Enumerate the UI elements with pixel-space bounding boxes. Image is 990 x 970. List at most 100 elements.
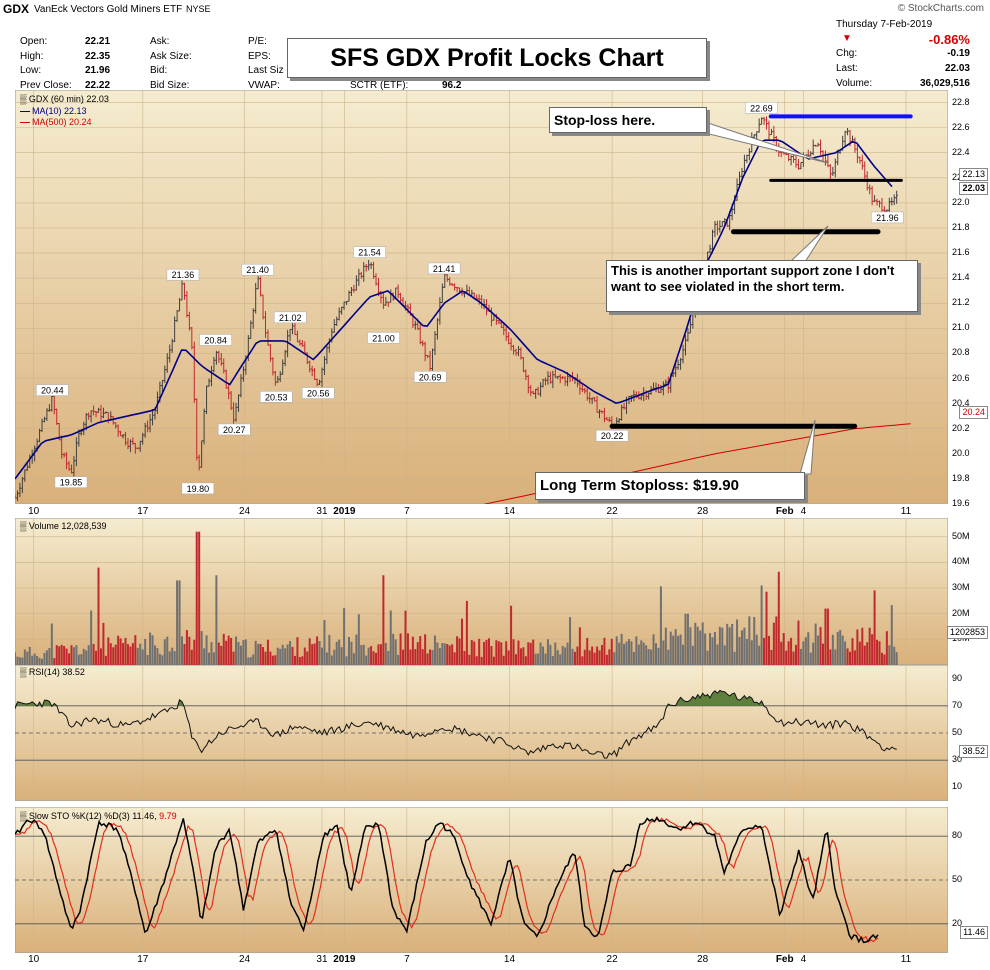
price-label-box: [199, 334, 232, 346]
price-bar: [251, 308, 255, 329]
price-bar: [345, 300, 348, 305]
price-label: 21.40: [246, 265, 269, 275]
price-bar: [18, 482, 22, 498]
volume-bar: [460, 618, 463, 665]
volume-tick: 20M: [952, 607, 970, 618]
price-bar: [212, 356, 216, 373]
sto-tick: 20: [952, 917, 963, 928]
volume-bar: [131, 643, 134, 665]
sto-tick: 50: [952, 874, 963, 884]
price-bar: [188, 311, 191, 331]
price-label: 20.44: [41, 386, 64, 396]
volume-bar: [195, 531, 198, 665]
volume-bar: [578, 627, 581, 665]
volume-bar: [655, 643, 658, 665]
volume-bar: [343, 608, 346, 665]
price-bar: [337, 307, 341, 321]
sto-tag: 11.46: [960, 926, 988, 939]
volume-bar: [340, 647, 343, 665]
volume-bar: [625, 641, 628, 665]
volume-bar: [406, 633, 409, 665]
price-bar: [890, 197, 894, 206]
price-bar: [686, 328, 690, 342]
volume-bar: [505, 641, 508, 665]
sto-d-line: [15, 817, 879, 944]
volume-bar: [573, 651, 576, 665]
volume-tick: 40M: [952, 556, 970, 567]
price-label-box: [166, 268, 200, 281]
sto-tick: 80: [952, 830, 963, 841]
price-bar: [721, 221, 724, 227]
price-bar: [583, 387, 587, 394]
volume-bar: [799, 648, 802, 665]
volume-bar: [586, 637, 589, 665]
price-bar: [853, 137, 857, 153]
volume-bar: [682, 644, 685, 665]
field-value: 21.96: [85, 65, 111, 76]
price-bar: [760, 117, 763, 125]
volume-bar: [709, 633, 712, 665]
volume-bar: [731, 623, 734, 665]
price-bar: [148, 414, 152, 433]
volume-bar: [519, 648, 522, 665]
price-bar: [679, 358, 682, 370]
price-bar: [266, 329, 270, 346]
date-tick: 11: [900, 954, 912, 965]
volume-bar: [684, 613, 687, 665]
volume-bar: [726, 623, 729, 665]
volume-bar: [306, 651, 309, 665]
price-bar: [325, 345, 329, 365]
rsi-line: [15, 689, 897, 759]
volume-bar: [316, 636, 319, 665]
volume-bar: [630, 641, 633, 665]
down-arrow-icon: ▼: [842, 33, 852, 44]
price-bar: [895, 190, 898, 204]
price-bar: [878, 200, 881, 208]
volume-bar: [809, 652, 812, 665]
volume-bar: [239, 645, 242, 665]
volume-bar: [564, 647, 567, 665]
volume-bar: [716, 644, 719, 665]
price-bar: [423, 341, 427, 362]
bar-icon: ▒: [20, 94, 29, 104]
price-bar: [659, 385, 663, 393]
price-bar: [185, 290, 189, 318]
price-bar: [141, 432, 145, 445]
price-bar: [620, 404, 623, 421]
volume-bar: [163, 639, 166, 665]
price-tick: 21.8: [952, 222, 970, 232]
volume-bar: [247, 657, 250, 665]
price-bar: [605, 417, 609, 421]
price-bar: [99, 404, 103, 422]
price-tick: 22.6: [952, 121, 970, 132]
price-bar: [448, 277, 452, 286]
field-label: Chg:: [836, 48, 858, 59]
volume-bar: [252, 654, 255, 665]
volume-bar: [421, 649, 424, 665]
volume-bar: [153, 645, 156, 665]
volume-bar: [787, 641, 790, 665]
volume-bar: [878, 641, 881, 665]
price-bar: [121, 434, 125, 439]
volume-bar: [18, 657, 21, 665]
price-label: 20.69: [419, 372, 442, 382]
volume-bar: [490, 646, 493, 665]
volume-bar: [522, 647, 525, 665]
volume-bar: [836, 631, 839, 665]
price-bar: [755, 131, 758, 141]
price-bar: [502, 322, 506, 336]
volume-bar: [193, 639, 196, 665]
volume-bar: [728, 627, 731, 665]
volume-bar: [895, 652, 898, 665]
rsi-chart: [15, 665, 948, 801]
price-label-box: [301, 387, 335, 399]
volume-bar: [41, 658, 44, 665]
volume-bar: [492, 656, 495, 665]
price-bar: [323, 356, 326, 376]
price-bar: [833, 158, 837, 178]
volume-bar: [551, 656, 554, 665]
volume-bar: [173, 651, 176, 665]
price-bar: [318, 379, 321, 385]
volume-bar: [610, 638, 613, 665]
volume-bar: [21, 657, 24, 665]
